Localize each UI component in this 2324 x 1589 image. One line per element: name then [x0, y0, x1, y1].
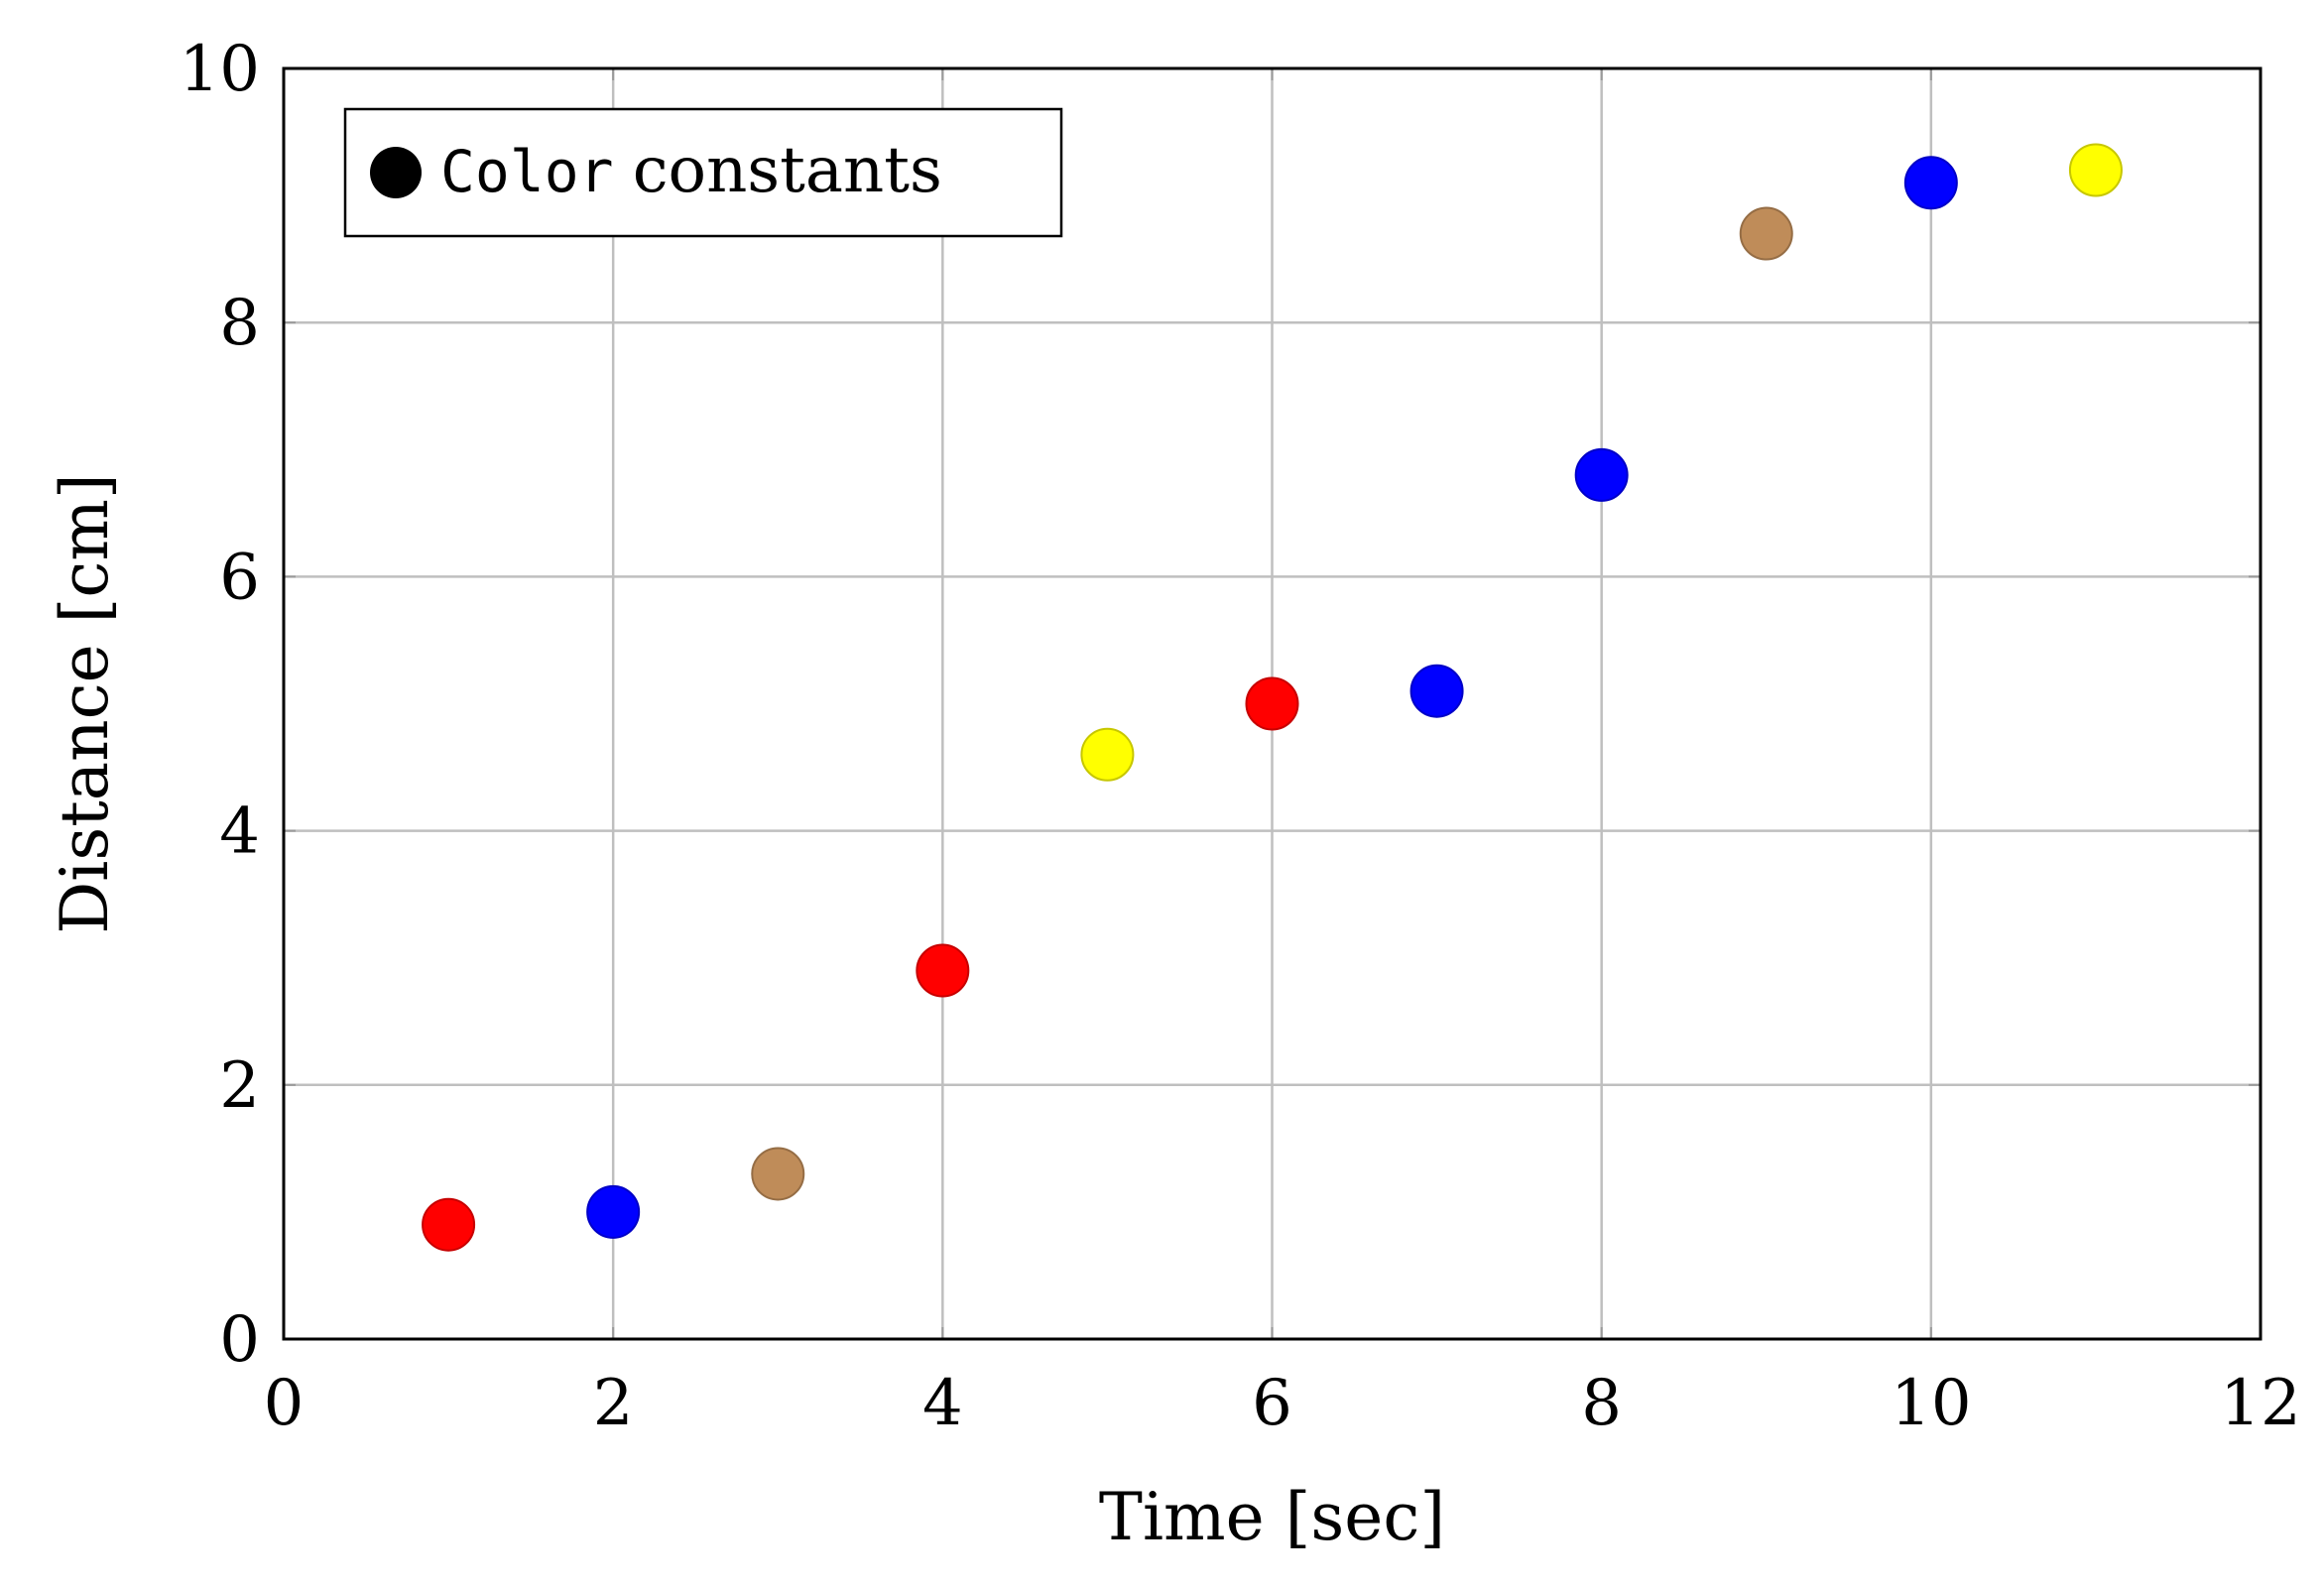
legend-label-text: constants: [633, 134, 942, 207]
legend-label: Color constants: [440, 134, 942, 207]
y-tick-label: 0: [219, 1303, 260, 1377]
tick-labels: 0 2 4 6 8 10 12 0 2 4 6 8 10: [180, 33, 2301, 1440]
scatter-point-red: [422, 1197, 476, 1252]
scatter-point-blue: [1409, 664, 1464, 718]
scatter-point-brown: [1739, 206, 1793, 261]
x-tick-label: 10: [1891, 1367, 1971, 1440]
legend-label-code: Color: [440, 138, 614, 205]
legend: Color constants: [343, 107, 1063, 238]
legend-box: [343, 107, 1063, 238]
x-tick-label: 8: [1581, 1367, 1622, 1440]
y-tick-label: 8: [219, 287, 260, 360]
scatter-point-brown: [751, 1147, 805, 1201]
plot-frame: [282, 66, 2263, 1341]
x-axis-label: Time [sec]: [1099, 1479, 1445, 1555]
scatter-point-blue: [1903, 156, 1958, 210]
scatter-point-yellow: [1080, 727, 1135, 782]
x-tick-label: 4: [922, 1367, 963, 1440]
scatter-point-blue: [1574, 447, 1629, 502]
x-tick-label: 6: [1252, 1367, 1292, 1440]
scatter-point-blue: [586, 1184, 641, 1239]
x-tick-label: 0: [264, 1367, 305, 1440]
scatter-point-red: [916, 943, 970, 998]
y-tick-label: 4: [219, 795, 260, 869]
y-tick-label: 10: [180, 33, 260, 106]
scatter-point-yellow: [2068, 143, 2123, 197]
y-axis-label: Distance [cm]: [47, 473, 123, 933]
data-points: [422, 143, 2123, 1252]
scatter-point-red: [1245, 676, 1299, 731]
x-tick-label: 12: [2220, 1367, 2300, 1440]
x-tick-label: 2: [593, 1367, 634, 1440]
y-tick-label: 2: [219, 1049, 260, 1123]
y-tick-label: 6: [219, 541, 260, 614]
legend-marker: [370, 147, 422, 198]
